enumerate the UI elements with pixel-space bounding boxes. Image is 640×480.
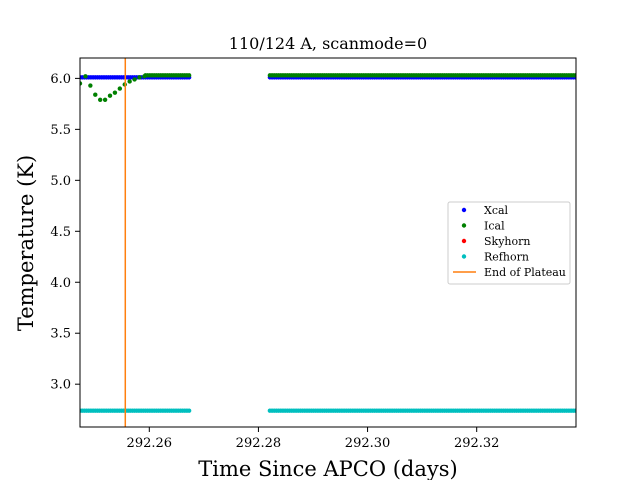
data-point [186, 73, 192, 78]
x-axis: 292.26 292.28 292.30 292.32 [127, 427, 500, 451]
legend-marker [461, 223, 467, 228]
data-point [186, 408, 192, 413]
legend-frame [447, 201, 571, 285]
legend-label: Ical [484, 220, 505, 233]
legend-item-ical: Ical [461, 220, 505, 233]
series-ical [80, 73, 576, 102]
legend: Xcal Ical Skyhorn Refhorn End of Plateau [447, 201, 571, 285]
y-axis: 3.0 3.5 4.0 4.5 5.0 5.5 6.0 [50, 72, 80, 393]
legend-label: Xcal [484, 204, 509, 217]
y-tick-label: 4.0 [50, 276, 71, 291]
x-tick-label: 292.30 [345, 436, 391, 451]
data-point [80, 81, 83, 86]
legend-marker [461, 254, 467, 259]
data-point [102, 97, 108, 102]
x-tick-label: 292.26 [127, 436, 173, 451]
data-point [107, 93, 113, 98]
y-tick-label: 5.0 [50, 174, 71, 189]
series-refhorn [80, 408, 576, 413]
data-point [112, 90, 118, 95]
data-point [117, 86, 123, 91]
y-tick-label: 6.0 [50, 72, 71, 87]
data-point [132, 77, 137, 82]
y-axis-label: Temperature (K) [14, 155, 38, 331]
y-tick-label: 3.0 [50, 378, 71, 393]
data-point [127, 79, 132, 84]
plot-frame [79, 57, 577, 428]
legend-item-skyhorn: Skyhorn [461, 235, 530, 248]
data-point [83, 74, 88, 79]
legend-item-refhorn: Refhorn [461, 251, 529, 264]
chart-title: 110/124 A, scanmode=0 [229, 34, 427, 53]
legend-marker [461, 238, 467, 244]
plot-area [80, 58, 576, 427]
data-point [573, 408, 576, 413]
x-tick-label: 292.32 [454, 436, 500, 451]
legend-label: Skyhorn [484, 235, 530, 248]
legend-label: End of Plateau [484, 266, 566, 279]
legend-marker [461, 207, 467, 213]
legend-item-end-of-plateau: End of Plateau [453, 266, 566, 279]
y-tick-label: 4.5 [50, 225, 71, 240]
data-point [97, 97, 103, 102]
x-tick-label: 292.28 [236, 436, 282, 451]
y-tick-label: 3.5 [50, 327, 71, 342]
data-point [573, 73, 576, 78]
legend-item-xcal: Xcal [461, 204, 509, 217]
legend-label: Refhorn [484, 251, 529, 264]
x-axis-label: Time Since APCO (days) [198, 457, 457, 480]
data-point [137, 75, 142, 80]
data-point [93, 92, 98, 97]
y-tick-label: 5.5 [50, 123, 71, 138]
data-point [88, 83, 93, 88]
